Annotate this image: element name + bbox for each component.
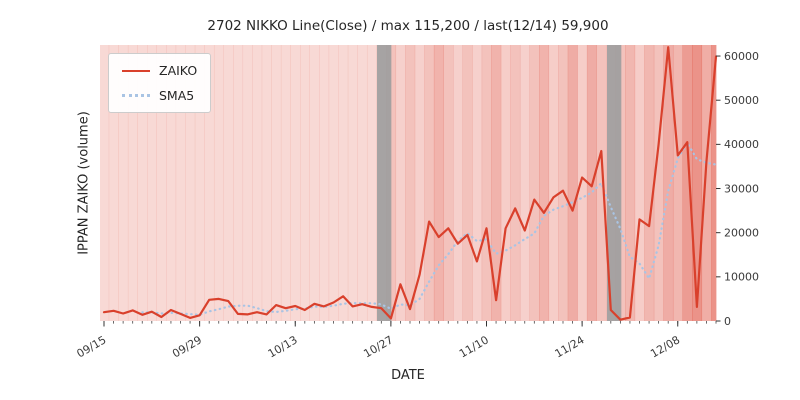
gray-bands [377, 45, 622, 321]
sma5-line [141, 140, 718, 316]
y-tick-label: 0 [724, 315, 731, 328]
x-tick-label: 09/15 [75, 333, 109, 360]
x-ticks: 09/15 09/29 10/13 10/27 11/10 11/24 12/08 [75, 321, 717, 360]
legend-label-sma5: SMA5 [159, 88, 195, 103]
x-tick-label: 12/08 [648, 333, 682, 360]
y-ticks: 0 10000 20000 30000 40000 50000 60000 [716, 50, 759, 328]
y-tick-label: 50000 [724, 94, 759, 107]
chart-title: 2702 NIKKO Line(Close) / max 115,200 / l… [207, 18, 609, 34]
y-tick-label: 20000 [724, 226, 759, 239]
x-tick-label: 11/24 [553, 333, 587, 360]
zaiko-line-swatch [122, 69, 150, 72]
sma5-line-swatch [122, 94, 150, 97]
x-axis-label: DATE [391, 368, 425, 383]
x-tick-label: 09/29 [170, 333, 204, 360]
legend-label-zaiko: ZAIKO [159, 63, 198, 78]
y-tick-label: 30000 [724, 182, 759, 195]
legend: ZAIKO SMA5 [108, 53, 212, 113]
y-tick-label: 10000 [724, 271, 759, 284]
x-tick-label: 10/13 [266, 333, 300, 360]
y-tick-label: 40000 [724, 138, 759, 151]
x-tick-label: 11/10 [457, 333, 491, 360]
x-tick-label: 10/27 [361, 333, 395, 360]
y-tick-label: 60000 [724, 50, 759, 63]
zaiko-line [102, 46, 718, 321]
legend-entry-sma5: SMA5 [122, 88, 197, 103]
legend-entry-zaiko: ZAIKO [122, 63, 197, 78]
